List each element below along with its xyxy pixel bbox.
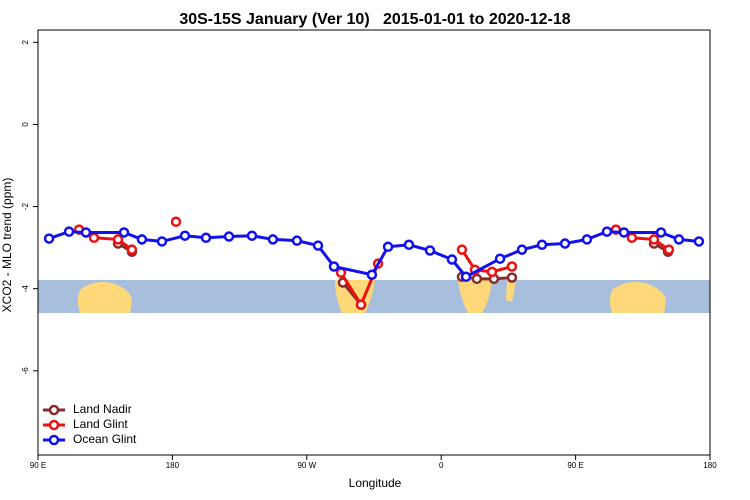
x-tick-label: 90 W [297, 461, 316, 470]
legend-label: Land Nadir [73, 402, 132, 416]
x-tick-label: 0 [439, 461, 444, 470]
x-tick-label: 90 E [567, 461, 583, 470]
legend-label: Land Glint [73, 417, 128, 431]
point [536, 239, 548, 251]
point [112, 234, 124, 245]
y-tick-label: 0 [21, 122, 30, 127]
point [460, 271, 472, 283]
point [471, 273, 483, 285]
point [136, 234, 148, 245]
point [506, 261, 518, 272]
point [506, 272, 518, 283]
point [618, 227, 630, 238]
point [291, 235, 303, 246]
point [663, 244, 675, 255]
point [581, 234, 593, 245]
continent [610, 282, 666, 313]
point [63, 226, 75, 237]
point [601, 226, 613, 237]
point [118, 227, 130, 238]
point [200, 232, 212, 244]
point [267, 234, 279, 245]
point [673, 234, 685, 245]
point [559, 238, 571, 249]
point [516, 244, 528, 255]
point [403, 239, 415, 251]
point [312, 240, 324, 251]
continent [458, 280, 492, 313]
plot-frame [37, 29, 711, 456]
point [626, 232, 638, 244]
point [655, 227, 667, 238]
x-axis-label: Longitude [349, 476, 402, 490]
point [424, 245, 436, 256]
point [366, 269, 378, 280]
point [43, 233, 55, 244]
point [246, 230, 258, 241]
legend-marker [48, 434, 60, 446]
point [355, 299, 367, 310]
y-axis-label: XCO2 - MLO trend (ppm) [0, 178, 14, 313]
point [486, 266, 498, 278]
point [170, 216, 182, 228]
continent [506, 280, 516, 302]
continent [78, 282, 132, 313]
point [648, 234, 660, 245]
point [223, 231, 235, 242]
x-tick-label: 90 E [30, 461, 46, 470]
point [456, 244, 468, 255]
point [446, 254, 458, 265]
map-band [38, 280, 710, 313]
x-tick-label: 180 [166, 461, 180, 470]
chart-title: 30S-15S January (Ver 10) 2015-01-01 to 2… [179, 11, 570, 28]
point [179, 230, 191, 241]
point [80, 227, 92, 238]
y-tick-label: 2 [21, 40, 30, 45]
legend-marker [48, 419, 60, 431]
point [88, 232, 100, 244]
point [693, 236, 705, 247]
x-tick-label: 180 [703, 461, 717, 470]
point [126, 244, 138, 255]
point [494, 253, 506, 264]
point [328, 261, 340, 272]
point [156, 236, 168, 247]
legend-label: Ocean Glint [73, 432, 137, 446]
legend-marker [48, 404, 60, 416]
point [382, 241, 394, 253]
y-tick-label: -6 [21, 367, 30, 375]
y-tick-label: -2 [21, 202, 30, 210]
series-line [117, 242, 669, 306]
y-tick-label: -4 [21, 285, 30, 293]
